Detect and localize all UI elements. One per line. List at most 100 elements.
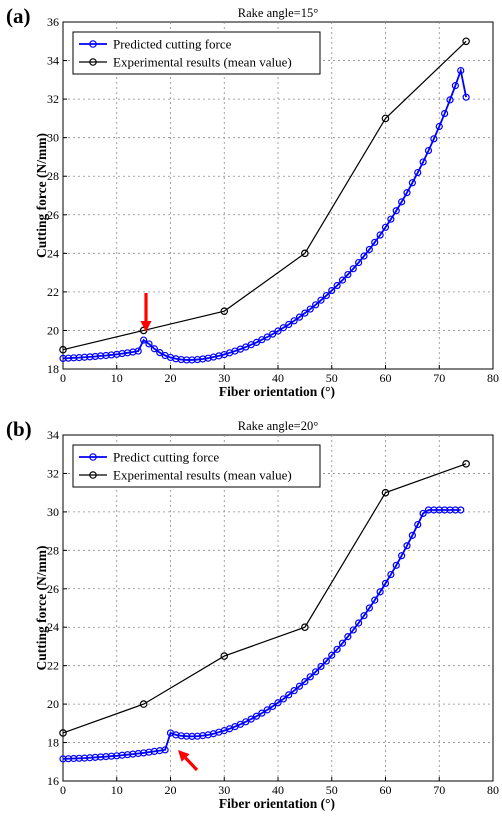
- data-point: [387, 215, 395, 223]
- data-point: [392, 207, 400, 215]
- data-point: [381, 579, 390, 587]
- data-point: [258, 709, 266, 717]
- data-point: [462, 37, 470, 46]
- data-point: [150, 345, 158, 353]
- data-point: [371, 596, 379, 604]
- data-point: [220, 307, 229, 315]
- data-point: [441, 506, 449, 514]
- legend: Predict cutting force Experimental result…: [72, 444, 321, 488]
- legend-box: [72, 31, 321, 75]
- data-point: [360, 612, 368, 620]
- data-point: [70, 354, 78, 362]
- data-point: [145, 340, 153, 348]
- y-tick-label: 24: [47, 620, 59, 634]
- y-tick-label: 32: [47, 92, 59, 106]
- legend-marker: [89, 58, 97, 66]
- data-point: [365, 604, 373, 612]
- data-point: [247, 715, 255, 723]
- y-tick-label: 36: [47, 15, 59, 29]
- data-point: [86, 754, 94, 762]
- y-tick-label: 20: [47, 323, 59, 337]
- data-point: [301, 309, 309, 317]
- series-0: [59, 506, 465, 763]
- legend-label: Experimental results (mean value): [113, 468, 292, 483]
- data-point: [419, 158, 427, 166]
- y-axis-label: Cutting force (N/mm): [34, 546, 49, 671]
- y-tick-label: 18: [47, 736, 59, 750]
- y-tick-label: 22: [47, 659, 59, 673]
- data-point: [451, 506, 459, 514]
- data-point: [306, 673, 314, 681]
- data-point: [75, 754, 83, 762]
- x-tick-label: 60: [380, 371, 392, 385]
- x-tick-label: 20: [165, 783, 177, 797]
- legend-label: Experimental results (mean value): [113, 55, 292, 70]
- data-point: [80, 754, 89, 762]
- x-tick-label: 20: [165, 371, 177, 385]
- data-point: [338, 639, 347, 647]
- legend-marker: [89, 40, 97, 48]
- chart-panel-0: 0 10 20 30 40 50 60 70 80 18 20 22 24 26 28 30 32 34 36 Rak…: [6, 4, 499, 399]
- data-point: [75, 354, 83, 362]
- x-tick-label: 60: [380, 783, 392, 797]
- data-point: [306, 305, 314, 313]
- x-tick-label: 40: [272, 783, 284, 797]
- data-point: [430, 506, 438, 514]
- data-point: [387, 570, 395, 579]
- data-point: [381, 223, 390, 231]
- data-point: [263, 333, 271, 341]
- data-point: [59, 755, 67, 763]
- data-point: [446, 506, 454, 514]
- data-point: [328, 286, 336, 295]
- x-tick-label: 50: [326, 783, 338, 797]
- data-point: [102, 752, 110, 761]
- data-point: [107, 752, 115, 760]
- series-0: [59, 66, 470, 364]
- series-line: [62, 463, 467, 734]
- data-point: [365, 245, 373, 254]
- legend-label: Predicted cutting force: [113, 37, 232, 52]
- chart-panel-1: 0 10 20 30 40 50 60 70 80 16 18 20 22 24 26 28 30 32 34 Rak…: [6, 417, 499, 811]
- data-point: [64, 354, 72, 362]
- data-point: [376, 231, 384, 239]
- data-point: [279, 695, 287, 703]
- annotation-arrow: [178, 750, 199, 772]
- series-1: [59, 460, 470, 737]
- x-tick-label: 80: [487, 783, 499, 797]
- data-point: [177, 355, 185, 364]
- data-point: [398, 552, 406, 560]
- data-point: [59, 729, 67, 737]
- annotation-arrow: [140, 293, 152, 332]
- data-point: [376, 588, 384, 596]
- data-point: [91, 753, 99, 761]
- data-point: [441, 109, 449, 118]
- y-tick-label: 30: [47, 131, 59, 145]
- data-point: [424, 506, 433, 514]
- x-tick-label: 10: [111, 783, 123, 797]
- y-tick-label: 24: [47, 246, 59, 260]
- data-point: [301, 623, 309, 632]
- x-tick-label: 80: [487, 371, 499, 385]
- data-point: [322, 291, 330, 300]
- x-tick-label: 40: [272, 371, 284, 385]
- plot-area: [62, 21, 494, 370]
- data-point: [408, 531, 416, 539]
- data-point: [134, 347, 142, 355]
- data-point: [295, 313, 304, 321]
- data-point: [263, 706, 271, 714]
- data-point: [408, 179, 416, 187]
- data-point: [403, 542, 411, 550]
- data-point: [312, 301, 320, 309]
- x-tick-label: 70: [433, 783, 445, 797]
- data-point: [328, 651, 336, 659]
- data-point: [381, 488, 390, 497]
- data-point: [97, 753, 105, 761]
- data-point: [312, 668, 320, 676]
- data-point: [86, 353, 94, 361]
- data-point: [424, 146, 433, 155]
- arrow-head: [178, 750, 190, 762]
- x-tick-label: 0: [60, 783, 66, 797]
- arrow-shaft: [184, 756, 199, 772]
- data-point: [457, 506, 465, 514]
- data-point: [414, 168, 422, 177]
